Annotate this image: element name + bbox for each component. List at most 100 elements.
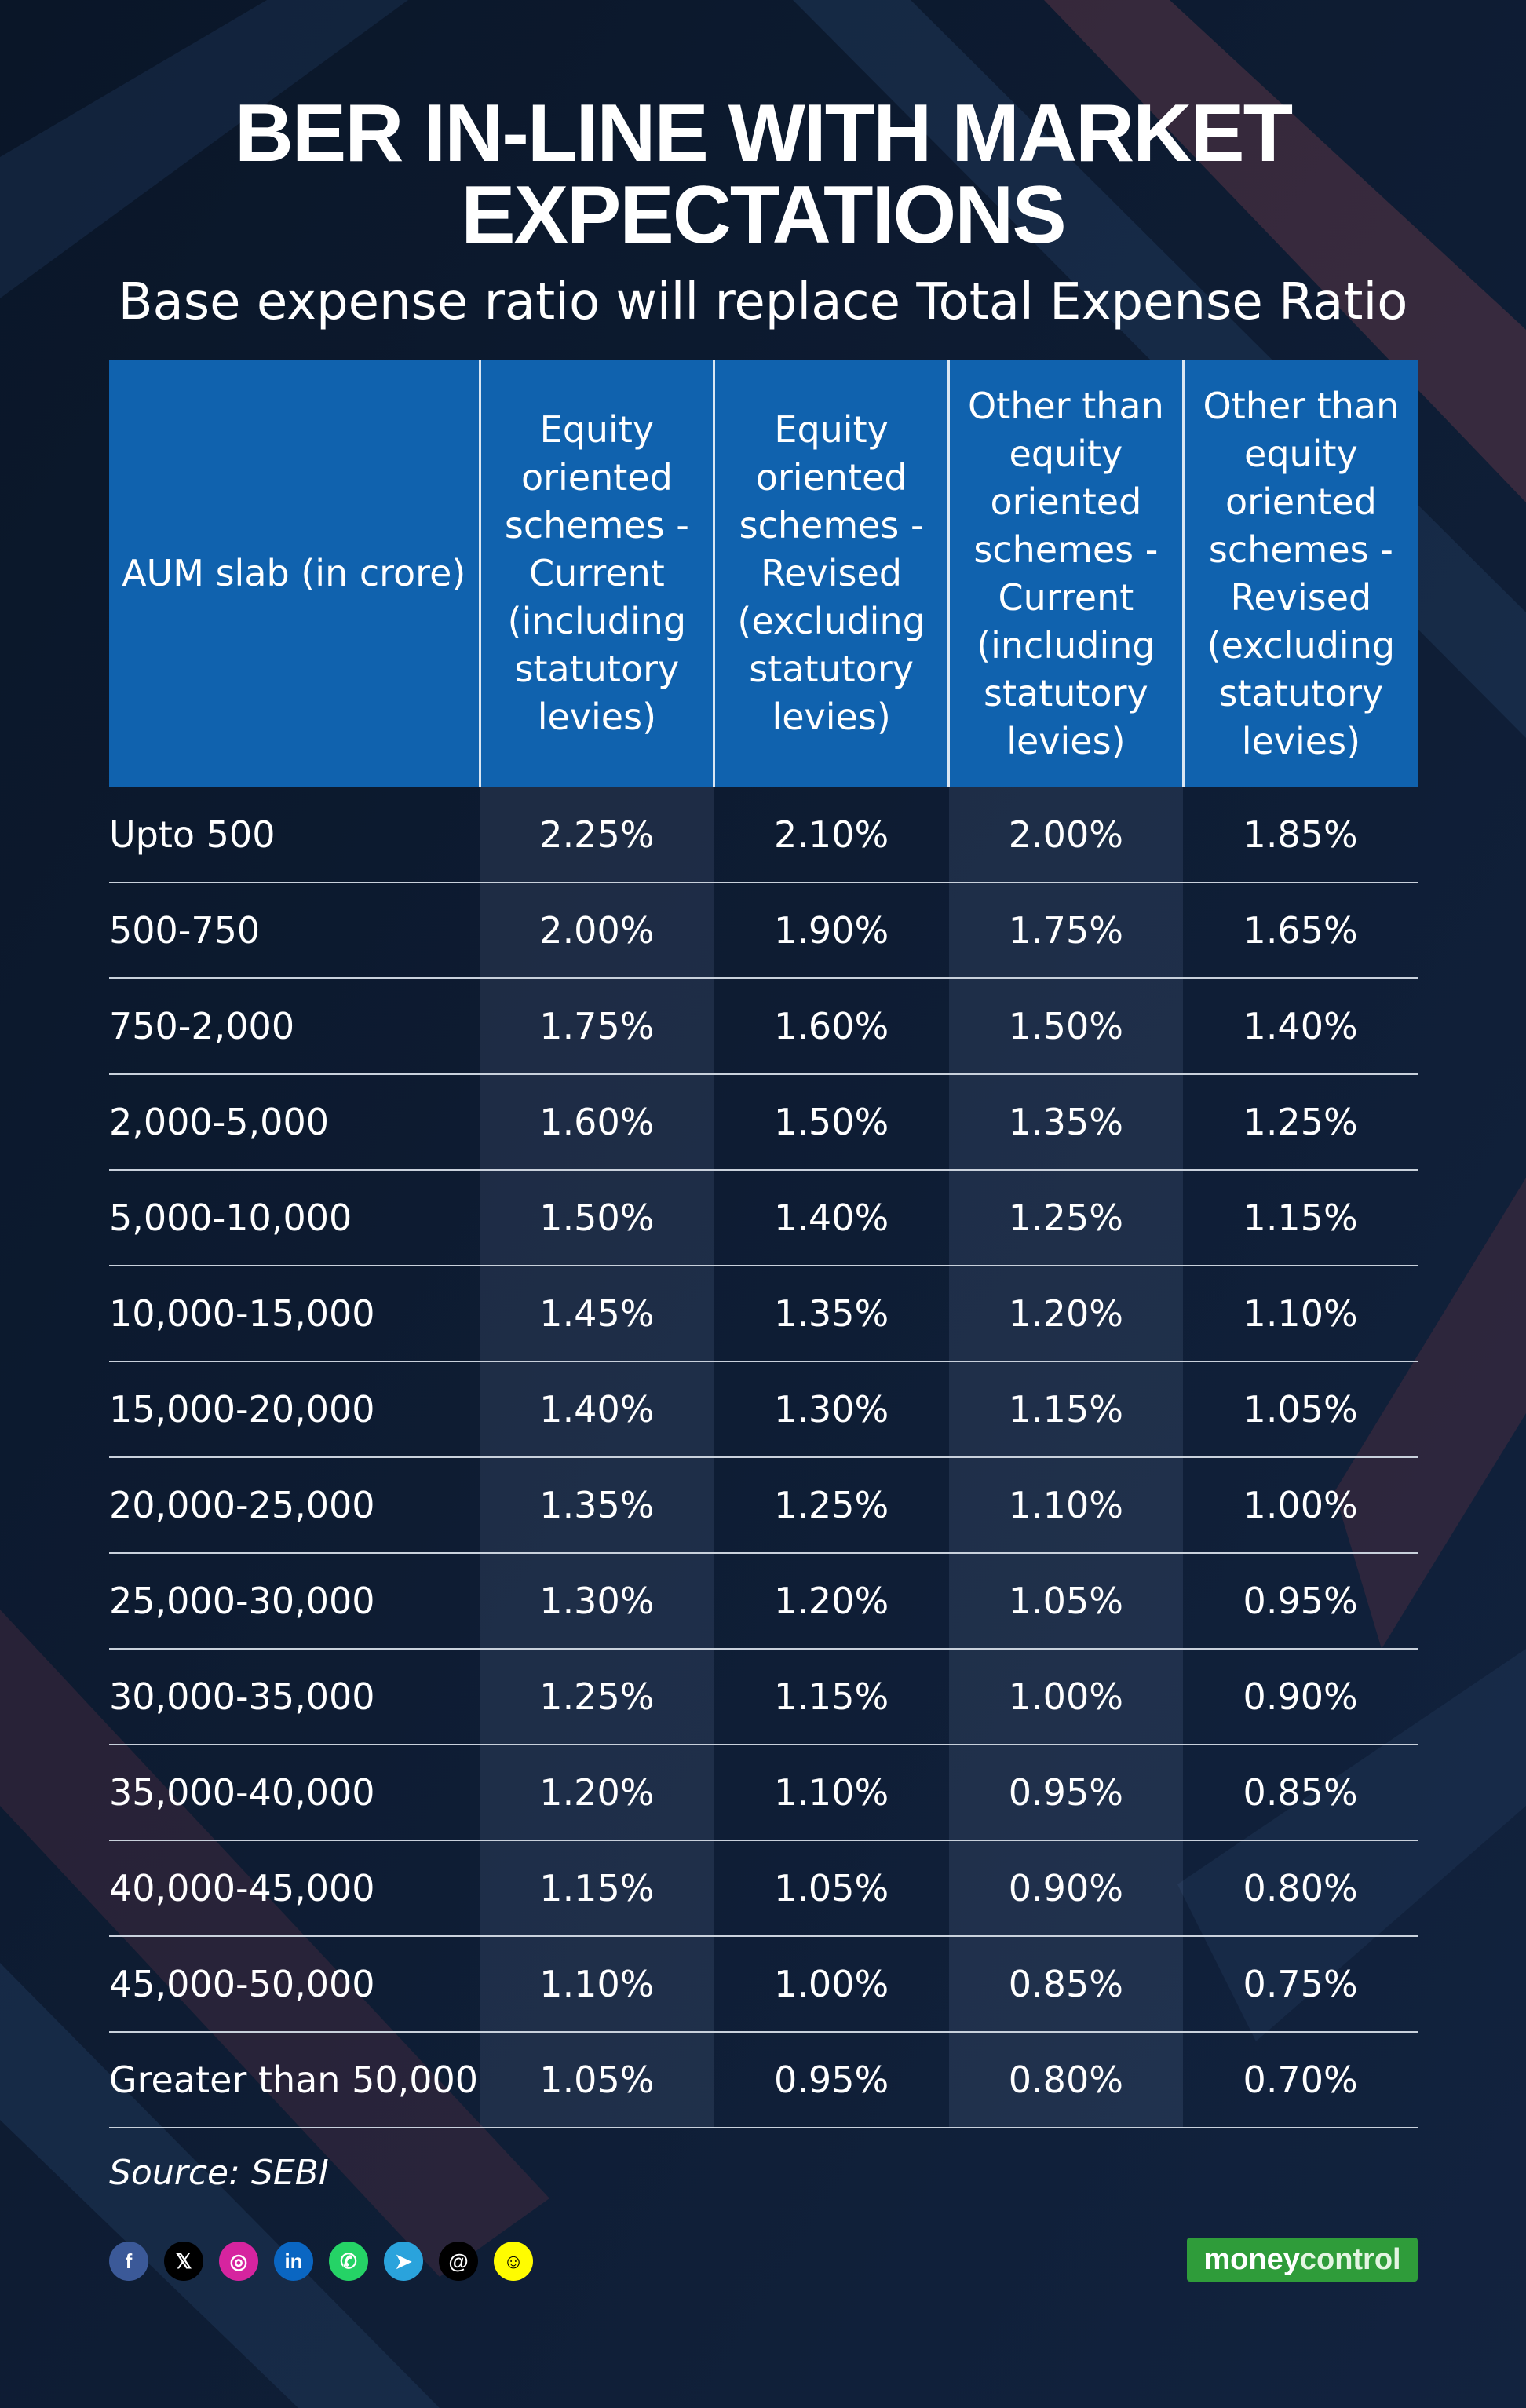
table-row: 10,000-15,000 1.45% 1.35% 1.20% 1.10%	[109, 1266, 1418, 1362]
cell-other-revised: 1.40%	[1183, 978, 1418, 1075]
cell-other-revised: 1.65%	[1183, 882, 1418, 979]
cell-aum-slab: Greater than 50,000	[109, 2032, 480, 2128]
cell-equity-revised: 1.90%	[714, 882, 949, 979]
header-aum-slab: AUM slab (in crore)	[109, 360, 480, 787]
threads-icon[interactable]: @	[439, 2242, 478, 2281]
cell-aum-slab: 35,000-40,000	[109, 1745, 480, 1841]
cell-other-current: 1.75%	[948, 882, 1184, 979]
cell-other-revised: 0.85%	[1183, 1745, 1418, 1841]
cell-other-current: 2.00%	[948, 787, 1184, 883]
moneycontrol-logo: money control	[1187, 2238, 1418, 2282]
cell-other-revised: 1.15%	[1183, 1170, 1418, 1266]
cell-other-current: 0.90%	[948, 1840, 1184, 1937]
cell-equity-revised: 2.10%	[714, 787, 949, 883]
cell-other-current: 0.80%	[948, 2032, 1184, 2128]
cell-equity-revised: 1.20%	[714, 1553, 949, 1650]
header-other-current: Other than equity oriented schemes - Cur…	[947, 360, 1184, 787]
cell-other-revised: 1.05%	[1183, 1361, 1418, 1458]
cell-equity-current: 1.45%	[480, 1266, 714, 1362]
cell-other-current: 0.85%	[948, 1936, 1184, 2033]
cell-equity-revised: 1.05%	[714, 1840, 949, 1937]
linkedin-icon[interactable]: in	[274, 2242, 313, 2281]
cell-equity-revised: 1.60%	[714, 978, 949, 1075]
cell-other-current: 1.15%	[948, 1361, 1184, 1458]
whatsapp-icon[interactable]: ✆	[329, 2242, 368, 2281]
cell-equity-revised: 1.30%	[714, 1361, 949, 1458]
cell-equity-revised: 1.25%	[714, 1457, 949, 1554]
table-row: 750-2,000 1.75% 1.60% 1.50% 1.40%	[109, 978, 1418, 1075]
cell-other-current: 1.20%	[948, 1266, 1184, 1362]
cell-other-revised: 1.25%	[1183, 1074, 1418, 1171]
cell-equity-revised: 0.95%	[714, 2032, 949, 2128]
cell-equity-current: 2.00%	[480, 882, 714, 979]
cell-other-current: 1.25%	[948, 1170, 1184, 1266]
cell-aum-slab: 750-2,000	[109, 978, 480, 1075]
cell-equity-current: 1.30%	[480, 1553, 714, 1650]
expense-ratio-table: AUM slab (in crore) Equity oriented sche…	[109, 360, 1418, 2128]
cell-equity-current: 1.75%	[480, 978, 714, 1075]
cell-other-revised: 0.75%	[1183, 1936, 1418, 2033]
cell-equity-current: 2.25%	[480, 787, 714, 883]
cell-equity-revised: 1.15%	[714, 1649, 949, 1745]
cell-equity-revised: 1.10%	[714, 1745, 949, 1841]
cell-aum-slab: 10,000-15,000	[109, 1266, 480, 1362]
cell-aum-slab: 15,000-20,000	[109, 1361, 480, 1458]
cell-other-current: 1.35%	[948, 1074, 1184, 1171]
table-row: 35,000-40,000 1.20% 1.10% 0.95% 0.85%	[109, 1745, 1418, 1841]
source-note: Source: SEBI	[109, 2153, 329, 2193]
table-row: Upto 500 2.25% 2.10% 2.00% 1.85%	[109, 787, 1418, 883]
cell-aum-slab: 20,000-25,000	[109, 1457, 480, 1554]
table-row: 500-750 2.00% 1.90% 1.75% 1.65%	[109, 882, 1418, 979]
cell-equity-current: 1.50%	[480, 1170, 714, 1266]
table-row: 2,000-5,000 1.60% 1.50% 1.35% 1.25%	[109, 1074, 1418, 1171]
cell-other-revised: 0.80%	[1183, 1840, 1418, 1937]
cell-equity-current: 1.25%	[480, 1649, 714, 1745]
page-title: BER IN-LINE WITH MARKET EXPECTATIONS	[234, 88, 1293, 261]
facebook-icon[interactable]: f	[109, 2242, 148, 2281]
cell-aum-slab: 2,000-5,000	[109, 1074, 480, 1171]
cell-other-revised: 1.00%	[1183, 1457, 1418, 1554]
table-row: 5,000-10,000 1.50% 1.40% 1.25% 1.15%	[109, 1170, 1418, 1266]
instagram-icon[interactable]: ◎	[219, 2242, 258, 2281]
cell-other-current: 1.10%	[948, 1457, 1184, 1554]
header-equity-current: Equity oriented schemes - Current (inclu…	[478, 360, 714, 787]
cell-equity-current: 1.35%	[480, 1457, 714, 1554]
cell-equity-revised: 1.40%	[714, 1170, 949, 1266]
cell-other-revised: 0.70%	[1183, 2032, 1418, 2128]
telegram-icon[interactable]: ➤	[384, 2242, 423, 2281]
cell-equity-current: 1.15%	[480, 1840, 714, 1937]
table-header-row: AUM slab (in crore) Equity oriented sche…	[109, 360, 1418, 787]
cell-equity-current: 1.10%	[480, 1936, 714, 2033]
cell-other-revised: 0.95%	[1183, 1553, 1418, 1650]
social-icons: f 𝕏 ◎ in ✆ ➤ @ ☺	[109, 2242, 533, 2281]
cell-aum-slab: 25,000-30,000	[109, 1553, 480, 1650]
cell-other-current: 0.95%	[948, 1745, 1184, 1841]
cell-aum-slab: 40,000-45,000	[109, 1840, 480, 1937]
cell-other-current: 1.05%	[948, 1553, 1184, 1650]
cell-aum-slab: 500-750	[109, 882, 480, 979]
table-row: 45,000-50,000 1.10% 1.00% 0.85% 0.75%	[109, 1936, 1418, 2033]
snapchat-icon[interactable]: ☺	[494, 2242, 533, 2281]
cell-equity-current: 1.40%	[480, 1361, 714, 1458]
cell-aum-slab: 30,000-35,000	[109, 1649, 480, 1745]
cell-aum-slab: Upto 500	[109, 787, 480, 883]
cell-other-revised: 1.10%	[1183, 1266, 1418, 1362]
table-row: 30,000-35,000 1.25% 1.15% 1.00% 0.90%	[109, 1649, 1418, 1745]
cell-other-current: 1.50%	[948, 978, 1184, 1075]
table-row: 20,000-25,000 1.35% 1.25% 1.10% 1.00%	[109, 1457, 1418, 1554]
table-row: 40,000-45,000 1.15% 1.05% 0.90% 0.80%	[109, 1840, 1418, 1937]
cell-other-revised: 0.90%	[1183, 1649, 1418, 1745]
table-row: 25,000-30,000 1.30% 1.20% 1.05% 0.95%	[109, 1553, 1418, 1650]
x-icon[interactable]: 𝕏	[164, 2242, 203, 2281]
cell-equity-revised: 1.50%	[714, 1074, 949, 1171]
table-row: Greater than 50,000 1.05% 0.95% 0.80% 0.70%	[109, 2032, 1418, 2128]
cell-other-revised: 1.85%	[1183, 787, 1418, 883]
cell-aum-slab: 5,000-10,000	[109, 1170, 480, 1266]
cell-equity-current: 1.20%	[480, 1745, 714, 1841]
cell-equity-revised: 1.35%	[714, 1266, 949, 1362]
table-row: 15,000-20,000 1.40% 1.30% 1.15% 1.05%	[109, 1361, 1418, 1458]
page-subtitle: Base expense ratio will replace Total Ex…	[118, 273, 1408, 331]
header-equity-revised: Equity oriented schemes - Revised (exclu…	[713, 360, 949, 787]
cell-aum-slab: 45,000-50,000	[109, 1936, 480, 2033]
cell-equity-current: 1.60%	[480, 1074, 714, 1171]
